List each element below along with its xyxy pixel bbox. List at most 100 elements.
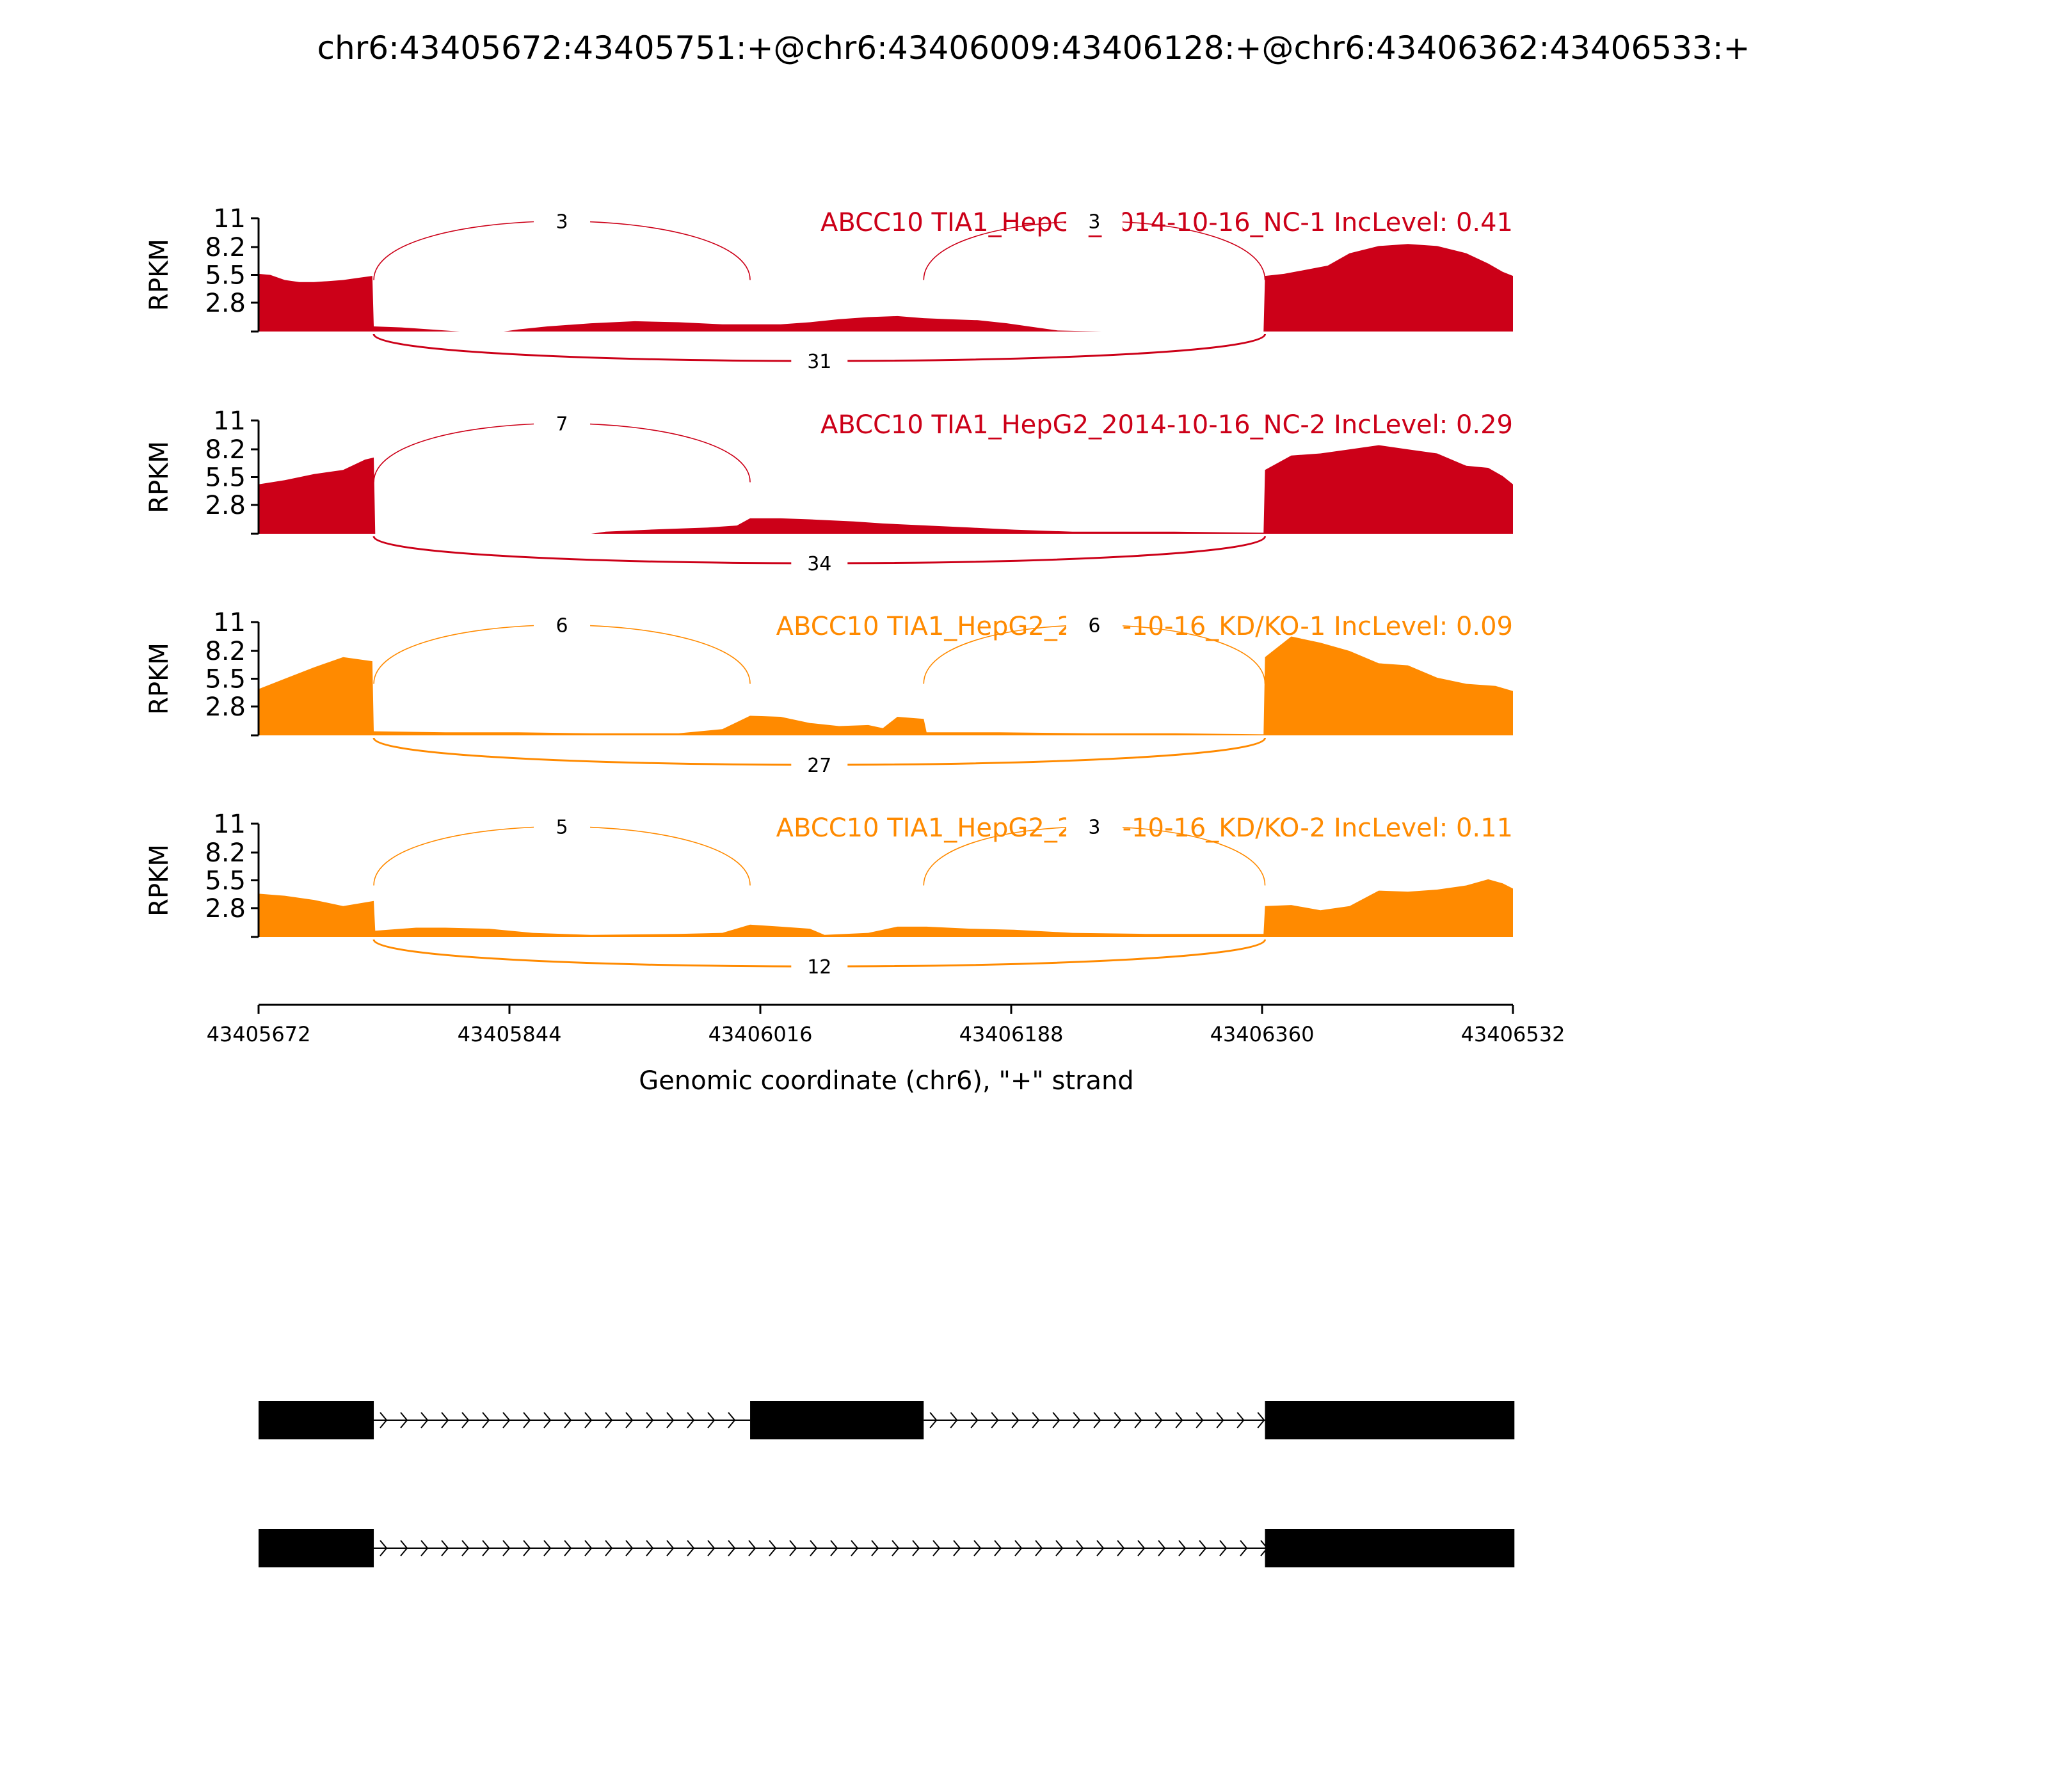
junction-count: 3 bbox=[1088, 817, 1100, 839]
strand-arrow bbox=[1035, 1540, 1043, 1556]
exon-block bbox=[1265, 1401, 1515, 1439]
strand-arrow bbox=[912, 1540, 920, 1556]
transcript-1 bbox=[259, 1401, 1515, 1439]
strand-arrow bbox=[953, 1540, 961, 1556]
y-tick-label: 5.5 bbox=[205, 665, 246, 694]
junction-count: 3 bbox=[1088, 211, 1100, 234]
strand-arrow bbox=[441, 1540, 449, 1556]
strand-arrow bbox=[950, 1412, 958, 1428]
strand-arrow bbox=[564, 1412, 572, 1428]
y-axis-label: RPKM bbox=[145, 844, 174, 916]
junction-count: 6 bbox=[1088, 615, 1100, 637]
strand-arrow bbox=[1014, 1540, 1023, 1556]
strand-arrow bbox=[1055, 1540, 1064, 1556]
y-tick-label: 5.5 bbox=[205, 261, 246, 291]
junction-count: 7 bbox=[556, 413, 568, 436]
y-tick-label: 11 bbox=[213, 204, 246, 234]
strand-arrow bbox=[1155, 1412, 1163, 1428]
strand-arrow bbox=[1073, 1412, 1081, 1428]
strand-arrow bbox=[502, 1540, 511, 1556]
strand-arrow bbox=[1076, 1540, 1084, 1556]
x-tick-label: 43406360 bbox=[1210, 1022, 1315, 1046]
strand-arrow bbox=[892, 1540, 900, 1556]
strand-arrow bbox=[605, 1540, 613, 1556]
strand-arrow bbox=[991, 1412, 999, 1428]
strand-arrow bbox=[380, 1540, 388, 1556]
y-tick-label: 5.5 bbox=[205, 867, 246, 896]
strand-arrow bbox=[748, 1540, 756, 1556]
transcript-2 bbox=[259, 1529, 1515, 1567]
strand-arrow bbox=[482, 1412, 490, 1428]
junction-count: 6 bbox=[556, 615, 568, 637]
y-tick-label: 11 bbox=[213, 406, 246, 436]
strand-arrow bbox=[851, 1540, 859, 1556]
junction-label-bg bbox=[791, 347, 848, 375]
strand-arrow bbox=[461, 1412, 470, 1428]
track-label: ABCC10 TIA1_HepG2_2014-10-16_KD/KO-1 Inc… bbox=[776, 612, 1513, 641]
strand-arrow bbox=[502, 1412, 511, 1428]
strand-arrow bbox=[564, 1540, 572, 1556]
exon-block bbox=[750, 1401, 924, 1439]
strand-arrow bbox=[707, 1412, 716, 1428]
strand-arrow bbox=[830, 1540, 838, 1556]
strand-arrow bbox=[932, 1540, 941, 1556]
strand-arrow bbox=[1096, 1540, 1105, 1556]
track-2: 2.85.58.211 RPKM ABCC10 TIA1_HepG2_2014-10… bbox=[145, 406, 1513, 577]
junction-count: 3 bbox=[556, 211, 568, 234]
strand-arrow bbox=[461, 1540, 470, 1556]
junction-label-bg bbox=[534, 812, 591, 841]
strand-arrow bbox=[1236, 1412, 1245, 1428]
exon-block bbox=[1265, 1529, 1515, 1567]
strand-arrow bbox=[1114, 1412, 1122, 1428]
strand-arrow bbox=[441, 1412, 449, 1428]
junction-count: 31 bbox=[807, 351, 831, 373]
strand-arrow bbox=[687, 1412, 695, 1428]
y-tick-label: 5.5 bbox=[205, 463, 246, 493]
y-tick-label: 2.8 bbox=[205, 692, 246, 722]
track-1: 2.85.58.211 RPKM ABCC10 TIA1_HepG2_2014-10… bbox=[145, 204, 1513, 375]
track-4: 2.85.58.211 RPKM ABCC10 TIA1_HepG2_2014-10… bbox=[145, 810, 1513, 980]
track-label: ABCC10 TIA1_HepG2_2014-10-16_KD/KO-2 Inc… bbox=[776, 813, 1513, 843]
strand-arrow bbox=[728, 1412, 736, 1428]
strand-arrow bbox=[810, 1540, 818, 1556]
coverage-area bbox=[259, 244, 1513, 332]
strand-arrow bbox=[584, 1540, 593, 1556]
strand-arrow bbox=[523, 1412, 531, 1428]
strand-arrow bbox=[1178, 1540, 1187, 1556]
x-tick-label: 43406188 bbox=[959, 1022, 1064, 1046]
strand-arrow bbox=[973, 1540, 982, 1556]
strand-arrow bbox=[1158, 1540, 1166, 1556]
y-axis-label: RPKM bbox=[145, 441, 174, 513]
strand-arrow bbox=[605, 1412, 613, 1428]
junction-label-bg bbox=[534, 409, 591, 438]
strand-arrow bbox=[1175, 1412, 1183, 1428]
y-tick-label: 8.2 bbox=[205, 435, 246, 465]
strand-arrow bbox=[728, 1540, 736, 1556]
strand-arrow bbox=[666, 1540, 675, 1556]
strand-arrow bbox=[625, 1412, 634, 1428]
strand-arrow bbox=[482, 1540, 490, 1556]
strand-arrow bbox=[400, 1540, 408, 1556]
y-tick-label: 2.8 bbox=[205, 289, 246, 318]
strand-arrow bbox=[1052, 1412, 1060, 1428]
junction-label-bg bbox=[534, 611, 591, 639]
strand-arrow bbox=[769, 1540, 777, 1556]
junction-label-bg bbox=[791, 549, 848, 577]
x-tick-label: 43406532 bbox=[1461, 1022, 1565, 1046]
figure-title: chr6:43405672:43405751:+@chr6:43406009:4… bbox=[317, 29, 1750, 67]
strand-arrow bbox=[1219, 1540, 1228, 1556]
strand-arrow bbox=[871, 1540, 879, 1556]
y-axis-label: RPKM bbox=[145, 643, 174, 715]
strand-arrow bbox=[420, 1412, 429, 1428]
track-label: ABCC10 TIA1_HepG2_2014-10-16_NC-2 IncLev… bbox=[820, 410, 1513, 440]
junction-label-bg bbox=[534, 207, 591, 236]
junction-label-bg bbox=[1066, 207, 1123, 236]
strand-arrow bbox=[1240, 1540, 1248, 1556]
y-tick-label: 8.2 bbox=[205, 233, 246, 262]
coverage-area bbox=[259, 879, 1513, 937]
strand-arrow bbox=[646, 1540, 654, 1556]
y-tick-label: 2.8 bbox=[205, 491, 246, 520]
transcript-models bbox=[259, 1401, 1515, 1567]
